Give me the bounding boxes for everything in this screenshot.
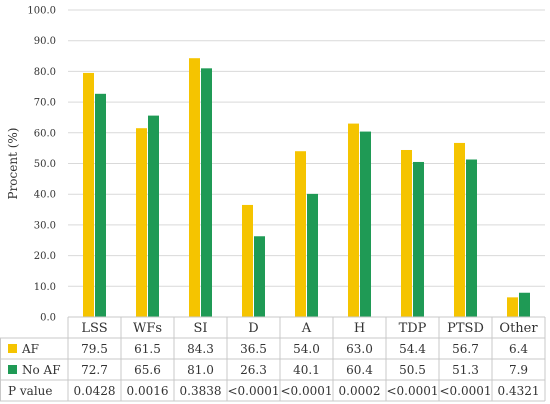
legend-label: No AF xyxy=(22,363,61,377)
table-cell-value: 61.5 xyxy=(134,342,161,356)
bar-af xyxy=(348,123,359,317)
y-tick-label: 100.0 xyxy=(27,6,56,17)
legend-key-no-af xyxy=(8,365,17,374)
table-cell-value: 56.7 xyxy=(452,342,479,356)
pvalue-cell: <0.0001 xyxy=(227,384,279,398)
category-label: WFs xyxy=(133,321,162,336)
bar-af xyxy=(136,128,147,317)
pvalue-cell: <0.0001 xyxy=(439,384,491,398)
bar-no-af xyxy=(307,193,318,317)
category-label: PTSD xyxy=(447,321,484,336)
y-tick-label: 50.0 xyxy=(34,159,56,170)
table-cell-value: 54.4 xyxy=(399,342,426,356)
y-axis-label: Procent (%) xyxy=(6,128,20,200)
category-label: Other xyxy=(499,321,538,336)
category-label: TDP xyxy=(399,321,427,336)
y-tick-label: 20.0 xyxy=(34,251,56,262)
bar-no-af xyxy=(360,131,371,317)
bar-no-af xyxy=(201,68,212,317)
table-cell-value: 81.0 xyxy=(187,363,214,377)
category-label: SI xyxy=(193,321,207,336)
table-cell-value: 7.9 xyxy=(509,363,528,377)
y-tick-label: 30.0 xyxy=(34,220,56,231)
table-cell-value: 6.4 xyxy=(509,342,528,356)
bar-af xyxy=(242,204,253,317)
bar-no-af xyxy=(95,93,106,317)
category-label: H xyxy=(354,321,365,336)
pvalue-cell: 0.4321 xyxy=(498,384,540,398)
table-cell-value: 72.7 xyxy=(81,363,108,377)
bar-af xyxy=(401,149,412,317)
pvalue-cell: <0.0001 xyxy=(386,384,438,398)
bar-af xyxy=(189,58,200,317)
category-label: D xyxy=(248,321,258,336)
y-tick-label: 60.0 xyxy=(34,128,56,139)
bar-no-af xyxy=(148,115,159,317)
table-cell-value: 40.1 xyxy=(293,363,320,377)
table-cell-value: 79.5 xyxy=(81,342,108,356)
bar-no-af xyxy=(466,159,477,317)
bar-af xyxy=(83,72,94,317)
table-cell-value: 63.0 xyxy=(346,342,373,356)
pvalue-cell: <0.0001 xyxy=(280,384,332,398)
bar-no-af xyxy=(254,236,265,317)
legend-key-af xyxy=(8,344,17,353)
pvalue-cell: 0.3838 xyxy=(180,384,222,398)
y-tick-label: 70.0 xyxy=(34,98,56,109)
pvalue-row-label: P value xyxy=(8,384,53,398)
legend-label: AF xyxy=(21,342,39,356)
table-cell-value: 54.0 xyxy=(293,342,320,356)
y-tick-label: 40.0 xyxy=(34,190,56,201)
table-cell-value: 60.4 xyxy=(346,363,373,377)
bar-af xyxy=(507,297,518,317)
y-tick-label: 0.0 xyxy=(40,313,56,324)
category-label: A xyxy=(301,321,312,336)
table-cell-value: 26.3 xyxy=(240,363,267,377)
bar-no-af xyxy=(413,161,424,317)
pvalue-cell: 0.0016 xyxy=(127,384,169,398)
pvalue-cell: 0.0428 xyxy=(74,384,116,398)
bar-af xyxy=(295,151,306,317)
y-tick-label: 90.0 xyxy=(34,36,56,47)
table-cell-value: 36.5 xyxy=(240,342,267,356)
table-cell-value: 51.3 xyxy=(452,363,479,377)
pvalue-cell: 0.0002 xyxy=(339,384,381,398)
y-tick-label: 10.0 xyxy=(34,282,56,293)
bar-no-af xyxy=(519,292,530,317)
table-cell-value: 65.6 xyxy=(134,363,161,377)
bar-af xyxy=(454,142,465,317)
category-label: LSS xyxy=(81,321,107,336)
table-cell-value: 84.3 xyxy=(187,342,214,356)
table-cell-value: 50.5 xyxy=(399,363,426,377)
y-tick-label: 80.0 xyxy=(34,67,56,78)
